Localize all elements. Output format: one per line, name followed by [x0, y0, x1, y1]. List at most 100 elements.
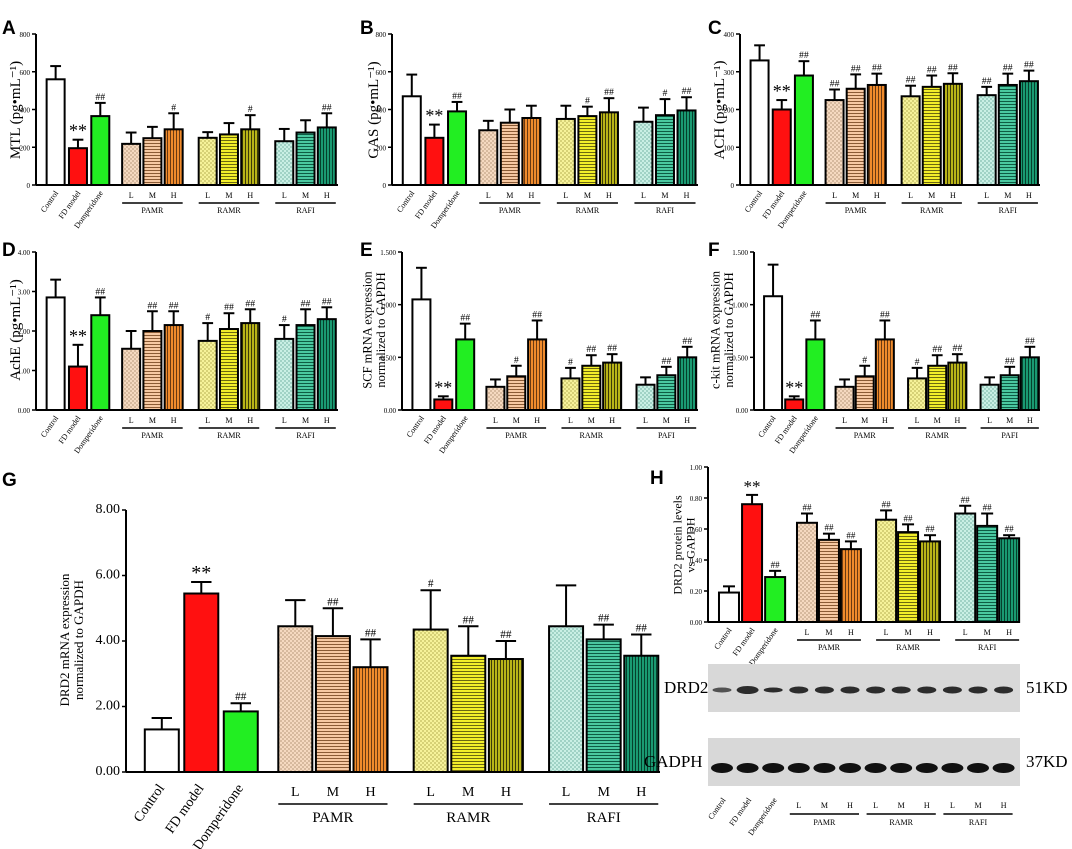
- bar: [635, 383, 656, 412]
- bar: [277, 625, 314, 774]
- dose-label: M: [225, 416, 232, 425]
- group-label: PAMR: [818, 643, 841, 652]
- bar: [447, 110, 468, 186]
- bar: [487, 658, 524, 774]
- y-tick-label: 0.40: [690, 557, 703, 565]
- y-tick-label: 800: [20, 31, 31, 39]
- y-tick-label: 400: [20, 107, 31, 115]
- gadph-band: [992, 763, 1015, 773]
- hash-marker: #: [205, 312, 210, 323]
- x-tick-label: FD model: [163, 782, 208, 837]
- y-tick-label: 0.00: [18, 407, 31, 415]
- dose-label: M: [984, 628, 991, 637]
- dose-label: M: [302, 416, 309, 425]
- y-tick-label: 300: [724, 69, 735, 77]
- hash-marker: #: [282, 314, 287, 325]
- y-tick-label: 1.00: [690, 464, 703, 472]
- hash-marker: ##: [604, 87, 614, 98]
- hash-marker: ##: [927, 65, 937, 76]
- hash-marker: ##: [322, 102, 332, 113]
- drd2-band: [789, 686, 809, 694]
- dose-label: H: [606, 191, 612, 200]
- dose-label: L: [842, 416, 847, 425]
- bar: [183, 592, 220, 774]
- gadph-band: [839, 763, 861, 773]
- y-axis-label: normalized to GAPDH: [374, 272, 388, 387]
- y-tick-label: 200: [724, 107, 735, 115]
- hash-marker: ##: [880, 309, 890, 320]
- group-label: RAFI: [978, 643, 997, 652]
- y-tick-label: 1.000: [732, 302, 748, 310]
- hash-marker: ##: [982, 76, 992, 87]
- hash-marker: ##: [882, 499, 892, 509]
- y-tick-label: 8.00: [96, 502, 121, 517]
- y-axis-label: GAS (pg•mL⁻¹): [366, 61, 382, 158]
- significance-marker: **: [773, 81, 791, 101]
- bar: [897, 531, 920, 623]
- dose-label: H: [528, 191, 534, 200]
- y-axis-label: c-kit mRNA expression: [708, 270, 722, 389]
- bar: [1018, 80, 1039, 186]
- y-tick-label: 200: [376, 144, 387, 152]
- bar: [240, 128, 261, 187]
- dose-label: M: [661, 191, 668, 200]
- hash-marker: ##: [1005, 356, 1015, 367]
- bar: [824, 99, 845, 186]
- dose-label: M: [597, 785, 610, 800]
- hash-marker: #: [171, 102, 176, 113]
- bar: [121, 142, 142, 186]
- bar: [218, 133, 239, 186]
- dose-label: L: [282, 191, 287, 200]
- dose-label: M: [302, 191, 309, 200]
- bar: [874, 338, 895, 411]
- bar: [197, 136, 218, 186]
- group-label: PAMR: [312, 810, 353, 826]
- hash-marker: ##: [926, 524, 936, 534]
- hash-marker: ##: [532, 309, 542, 320]
- group-label: PAMR: [845, 206, 868, 215]
- y-tick-label: 800: [376, 31, 387, 39]
- gadph-band: [915, 763, 938, 773]
- y-tick-label: 1.500: [732, 249, 748, 257]
- bar: [45, 78, 66, 186]
- bar: [90, 314, 111, 412]
- dose-label: M: [663, 416, 670, 425]
- hash-marker: ##: [327, 596, 339, 608]
- bar: [485, 385, 506, 411]
- significance-marker: **: [425, 106, 443, 126]
- group-label: RAMR: [925, 431, 949, 440]
- y-tick-label: 1.00: [18, 368, 31, 376]
- y-tick-label: 1.000: [380, 302, 396, 310]
- y-tick-label: 0: [27, 182, 31, 190]
- dose-label: H: [365, 785, 375, 800]
- dose-label: L: [205, 416, 210, 425]
- hash-marker: ##: [682, 86, 692, 97]
- bar: [142, 330, 163, 411]
- blot-dose-label: H: [1001, 801, 1007, 810]
- bar: [784, 398, 805, 412]
- hash-marker: ##: [607, 343, 617, 354]
- group-label: RAMR: [896, 643, 920, 652]
- gadph-band: [967, 763, 989, 773]
- dose-label: H: [848, 628, 854, 637]
- bar: [656, 374, 677, 411]
- group-label: PAMR: [854, 431, 877, 440]
- dose-label: L: [643, 416, 648, 425]
- group-label: PAMR: [141, 431, 164, 440]
- group-label: RAFI: [999, 206, 1018, 215]
- bar: [927, 364, 948, 412]
- drd2-band: [994, 686, 1014, 694]
- dose-label: L: [641, 191, 646, 200]
- hash-marker: ##: [932, 344, 942, 355]
- hash-marker: ##: [906, 75, 916, 86]
- hash-marker: ##: [802, 503, 812, 513]
- hash-marker: #: [915, 357, 920, 368]
- drd2-band: [763, 687, 783, 693]
- hash-marker: ##: [224, 302, 234, 313]
- blot-dose-label: H: [924, 801, 930, 810]
- gadph-band: [787, 763, 810, 773]
- bar: [942, 82, 963, 186]
- bar: [316, 318, 337, 411]
- y-tick-label: 200: [20, 144, 31, 152]
